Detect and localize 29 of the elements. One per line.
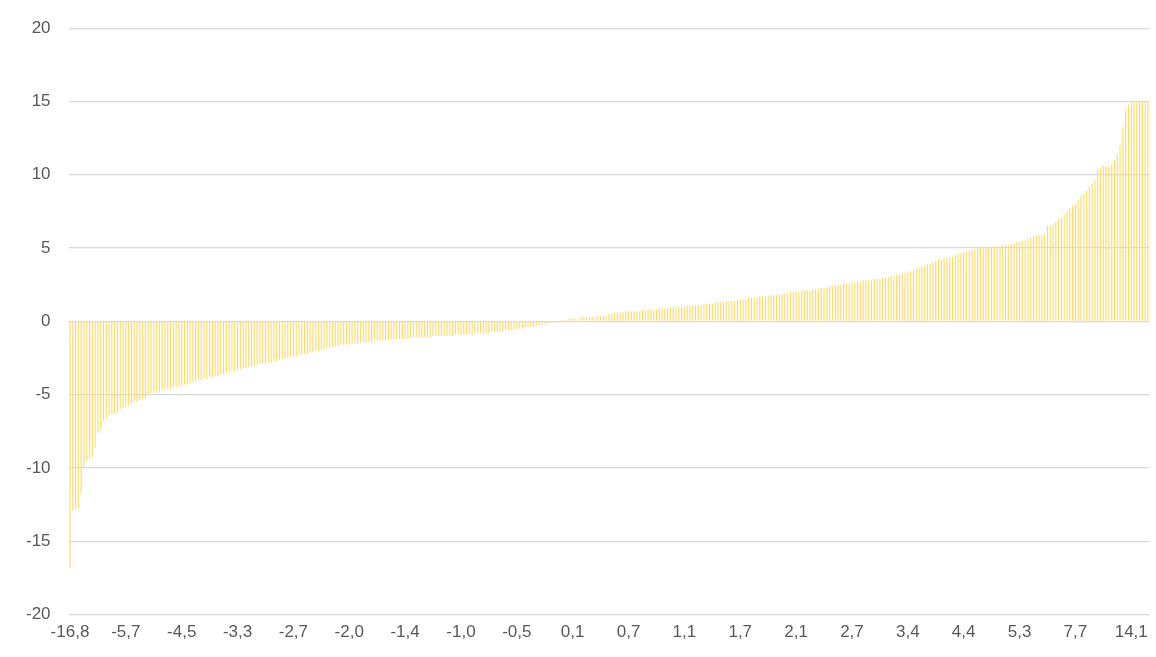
x-tick-label: 7,7	[1063, 622, 1088, 642]
x-tick-label: 5,3	[1007, 622, 1032, 642]
x-tick-label: 2,1	[784, 622, 808, 642]
x-tick-label: -2,0	[334, 622, 364, 642]
x-tick-label: -1,0	[446, 622, 476, 642]
y-tick-label: -15	[25, 530, 51, 550]
x-tick-label: 4,4	[951, 622, 976, 642]
y-tick-label: 10	[31, 164, 51, 184]
x-tick-label: -16,8	[50, 622, 90, 642]
y-tick-label: -20	[25, 604, 51, 624]
x-tick-label: 1,1	[672, 622, 697, 642]
x-tick-label: 1,7	[728, 622, 753, 642]
x-tick-label: -3,3	[222, 622, 253, 642]
x-tick-label: -1,4	[390, 622, 420, 642]
x-tick-label: -0,5	[502, 622, 532, 642]
y-tick-label: 0	[41, 311, 51, 331]
x-tick-label: -4,5	[167, 622, 197, 642]
x-tick-label: -5,7	[111, 622, 141, 642]
x-tick-label: 3,4	[895, 622, 920, 642]
x-tick-label: 0,1	[560, 622, 585, 642]
x-tick-label: 14,1	[1114, 622, 1148, 642]
x-tick-label: 0,7	[616, 622, 641, 642]
x-tick-label: -2,7	[278, 622, 309, 642]
y-tick-label: 20	[31, 17, 51, 37]
y-tick-label: -5	[35, 384, 51, 404]
x-tick-label: 2,7	[840, 622, 864, 642]
y-tick-label: 5	[41, 237, 51, 257]
y-tick-label: -10	[25, 457, 51, 477]
y-tick-label: 15	[31, 91, 51, 111]
